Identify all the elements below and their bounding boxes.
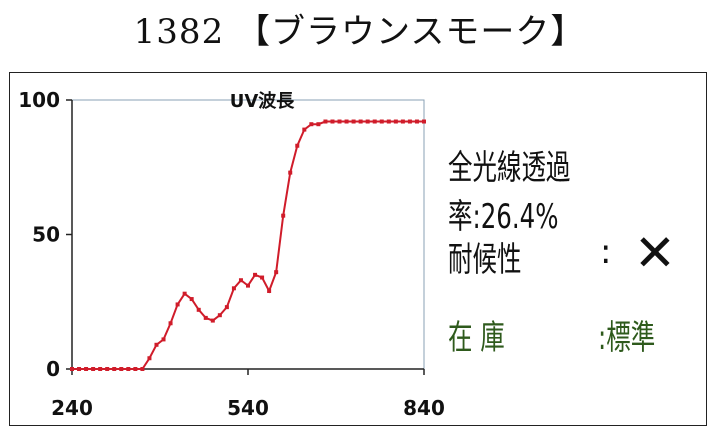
data-point <box>401 120 405 124</box>
x-tick-label: 840 <box>403 396 445 420</box>
data-point <box>169 321 173 325</box>
data-point <box>422 120 426 124</box>
y-tick-label: 0 <box>46 357 60 381</box>
data-point <box>232 286 236 290</box>
data-point <box>70 367 74 371</box>
data-point <box>105 367 109 371</box>
data-point <box>197 308 201 312</box>
data-point <box>204 316 208 320</box>
data-point <box>133 367 137 371</box>
y-tick-label: 100 <box>18 88 60 112</box>
data-point <box>330 120 334 124</box>
data-point <box>211 319 215 323</box>
chart-title: UV波長 <box>230 90 296 112</box>
weather-value-icon: ✕ <box>634 224 676 282</box>
stock-label: 在 庫 <box>448 310 505 359</box>
data-point <box>91 367 95 371</box>
data-point <box>288 171 292 175</box>
data-point <box>415 120 419 124</box>
data-point <box>119 367 123 371</box>
data-point <box>190 297 194 301</box>
series-line <box>72 122 424 369</box>
plot-area <box>72 100 424 369</box>
data-point <box>225 305 229 309</box>
data-point <box>183 292 187 296</box>
data-point <box>218 313 222 317</box>
transmittance-value: :26.4% <box>472 197 558 237</box>
data-point <box>274 270 278 274</box>
data-point <box>302 128 306 132</box>
y-tick-label: 50 <box>32 223 60 247</box>
data-point <box>84 367 88 371</box>
data-point <box>154 343 158 347</box>
data-point <box>408 120 412 124</box>
data-point <box>126 367 130 371</box>
data-point <box>112 367 116 371</box>
data-point <box>380 120 384 124</box>
stock-value: :標準 <box>598 310 655 359</box>
data-point <box>98 367 102 371</box>
data-point <box>140 367 144 371</box>
x-tick-label: 240 <box>51 396 93 420</box>
x-tick-label: 540 <box>227 396 269 420</box>
data-point <box>147 356 151 360</box>
data-point <box>253 273 257 277</box>
data-point <box>162 337 166 341</box>
data-point <box>309 122 313 126</box>
data-point <box>323 120 327 124</box>
data-point <box>281 214 285 218</box>
data-point <box>239 278 243 282</box>
data-point <box>246 284 250 288</box>
weather-separator: : <box>600 232 611 272</box>
data-point <box>316 122 320 126</box>
data-point <box>338 120 342 124</box>
data-point <box>387 120 391 124</box>
data-point <box>359 120 363 124</box>
transmittance-label: 全光線透過率:26.4% <box>448 140 635 238</box>
data-point <box>366 120 370 124</box>
data-point <box>260 276 264 280</box>
weather-label: 耐候性 <box>448 232 521 281</box>
data-point <box>352 120 356 124</box>
data-point <box>267 289 271 293</box>
data-point <box>176 302 180 306</box>
data-point <box>77 367 81 371</box>
data-point <box>295 144 299 148</box>
data-point <box>394 120 398 124</box>
data-point <box>373 120 377 124</box>
data-point <box>345 120 349 124</box>
